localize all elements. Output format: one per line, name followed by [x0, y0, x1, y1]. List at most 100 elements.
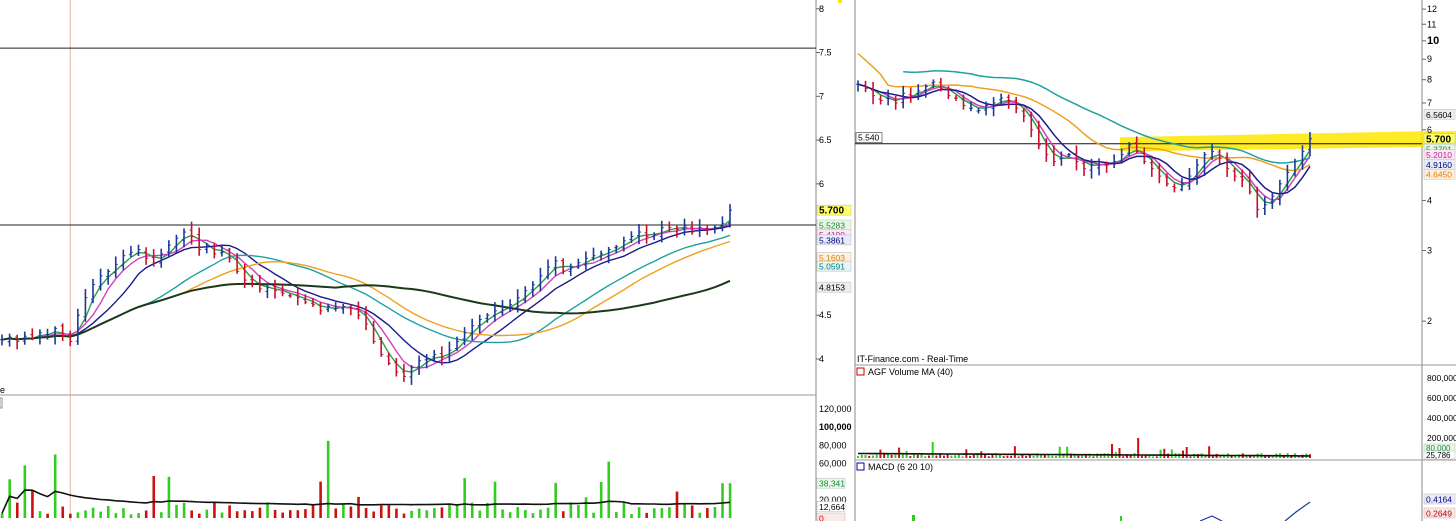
right-volume-bar [916, 454, 919, 458]
left-volume-bar [228, 505, 231, 518]
right-price-bar [991, 97, 996, 117]
left-volume-bar [69, 513, 72, 518]
left-volume-bar [478, 510, 482, 518]
left-price-bar [523, 286, 528, 304]
right-price-bar [969, 101, 973, 112]
left-price-bar [591, 247, 596, 261]
right-price-bar [976, 107, 981, 114]
right-volume-bar [857, 456, 859, 458]
right-volume-label: 80,000 [1426, 444, 1451, 453]
left-volume-bar [728, 483, 732, 518]
right-price-bar [856, 80, 860, 92]
left-price-bar [204, 243, 209, 254]
left-price-bar [212, 242, 217, 259]
left-volume-bar [99, 511, 102, 518]
left-price-bar [22, 331, 27, 345]
left-price-bar [470, 318, 475, 341]
right-volume-bar [946, 454, 949, 458]
left-price-bar [379, 337, 384, 357]
left-price-bar [492, 302, 497, 322]
left-price-bar [356, 301, 361, 320]
left-volume-bar [637, 507, 641, 518]
right-volume-bar [1208, 446, 1211, 458]
right-price-label: 6.5604 [1426, 110, 1452, 120]
left-volume-bar [76, 512, 80, 518]
right-volume-bar [1252, 456, 1255, 458]
macd-histogram-bar [912, 515, 915, 521]
left-price-bar [409, 365, 414, 385]
left-price-label: 5.3861 [819, 235, 845, 245]
right-axis-tick-label: 6 [1427, 125, 1432, 135]
left-axis-tick-label: 4.5 [819, 310, 832, 320]
left-price-bar [189, 221, 194, 245]
right-axis-tick-label: 11 [1427, 19, 1436, 29]
left-price-bar [60, 323, 65, 342]
right-volume-bar [998, 454, 1001, 458]
left-volume-bar [167, 476, 171, 518]
left-axis-tick-label: 4 [819, 354, 824, 364]
macd-line-1 [1199, 515, 1223, 522]
right-volume-bar [1073, 453, 1076, 458]
right-price-bar [1164, 173, 1169, 187]
left-price-bar [326, 303, 331, 313]
right-price-bar [908, 87, 913, 103]
left-axis-tick-label: 7 [819, 91, 824, 101]
left-volume-bar [273, 509, 277, 518]
left-volume-bar [379, 505, 383, 518]
right-volume-bar [1249, 455, 1252, 458]
left-price-bar [432, 349, 437, 363]
left-volume-bar [440, 507, 444, 518]
right-price-bar [1059, 151, 1064, 166]
left-price-bar [424, 354, 429, 369]
right-price-bar [1240, 169, 1245, 188]
left-price-bar [477, 314, 482, 334]
left-price-bar [91, 278, 95, 304]
right-volume-bar [1036, 453, 1039, 458]
right-volume-bar [927, 455, 930, 458]
left-price-bar [417, 355, 422, 375]
left-volume-bar [569, 502, 573, 518]
right-price-bar [878, 95, 883, 105]
right-volume-bar [1088, 453, 1091, 458]
left-price-bar [136, 244, 141, 256]
left-volume-bar [577, 505, 580, 518]
left-price-bar [265, 284, 270, 299]
right-volume-bar [1013, 446, 1016, 458]
right-volume-bar [942, 455, 945, 458]
left-volume-bar [607, 461, 611, 518]
left-price-bar [121, 249, 126, 271]
right-volume-bar [886, 454, 889, 458]
right-price-bar [1225, 152, 1230, 178]
left-axis-tick-label: 6 [819, 179, 824, 189]
right-volume-bar [950, 455, 953, 458]
left-price-bar [15, 334, 20, 350]
left-price-bar [659, 220, 664, 243]
left-volume-tick-label: 60,000 [819, 459, 847, 469]
left-price-label: 5.1603 [819, 253, 845, 263]
right-volume-bar [1159, 449, 1162, 458]
right-ma-magenta-line [857, 83, 1311, 202]
left-price-bar [250, 274, 255, 288]
right-volume-bar [1010, 455, 1013, 458]
right-volume-bar [920, 453, 923, 458]
left-price-bar [720, 216, 725, 232]
right-axis-tick-label: 3 [1427, 246, 1432, 256]
right-price-bar [1097, 158, 1102, 176]
left-price-bar [83, 289, 88, 322]
left-volume-bar [622, 501, 626, 518]
left-price-label: 5.0591 [819, 262, 845, 272]
left-price-bar [113, 256, 118, 278]
right-volume-bar [1155, 456, 1158, 458]
right-price-bar [1029, 111, 1034, 138]
left-volume-tick-label: 80,000 [819, 440, 847, 450]
left-volume-tick-label: 100,000 [819, 422, 852, 432]
right-volume-bar [1099, 453, 1102, 458]
left-price-bar [159, 248, 164, 268]
left-price-bar [288, 293, 293, 298]
left-price-bar [273, 279, 277, 299]
left-volume-bar [160, 512, 163, 518]
right-volume-bar [913, 453, 916, 458]
left-price-label: 4.8153 [819, 283, 845, 293]
right-volume-bar [1032, 455, 1035, 458]
left-volume-bar [311, 503, 315, 518]
